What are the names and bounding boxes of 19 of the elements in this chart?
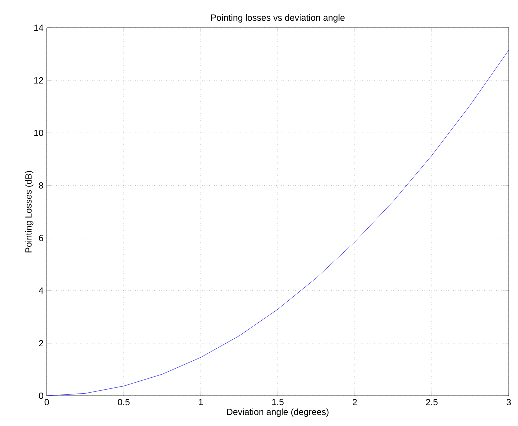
x-tick-label: 0.5	[118, 399, 130, 406]
x-axis-title: Deviation angle (degrees)	[227, 408, 329, 418]
y-tick-label: 12	[34, 77, 44, 84]
y-axis-title: Pointing Losses (dB)	[25, 171, 34, 253]
y-tick-label: 8	[39, 182, 44, 189]
x-tick-label: 0	[44, 399, 50, 406]
y-tick-label: 0	[39, 392, 44, 400]
y-tick-label: 4	[39, 288, 44, 294]
x-tick-label: 1.5	[272, 399, 284, 406]
line-series	[47, 50, 510, 396]
y-tick-label: 14	[34, 24, 44, 32]
x-tick-label: 3	[506, 399, 512, 406]
x-tick-label: 1	[199, 399, 204, 406]
y-tick-label: 10	[34, 130, 44, 136]
x-tick-label: 2.5	[426, 399, 438, 406]
chart-title: Pointing losses vs deviation angle	[211, 14, 345, 23]
y-tick-label: 6	[39, 235, 44, 242]
x-tick-label: 2	[352, 399, 358, 406]
y-tick-label: 2	[39, 340, 44, 347]
